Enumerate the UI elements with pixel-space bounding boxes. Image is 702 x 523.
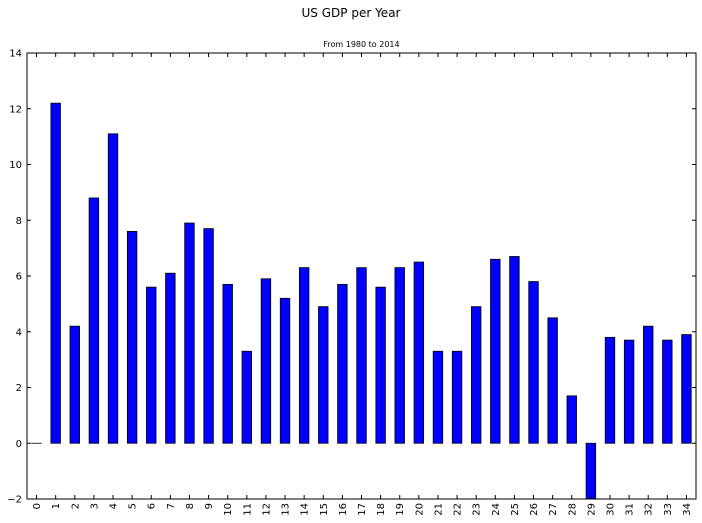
bar-25 xyxy=(509,256,520,444)
x-tick-label: 22 xyxy=(453,503,464,516)
bar-6 xyxy=(146,286,157,444)
x-tick-label: 20 xyxy=(414,503,425,516)
x-tick-label: 13 xyxy=(281,503,292,516)
bar-4 xyxy=(107,133,119,444)
y-tick-label: 10 xyxy=(9,160,22,171)
bar-2 xyxy=(69,325,80,444)
bar-12 xyxy=(260,278,272,444)
x-tick-label: 25 xyxy=(510,503,521,516)
x-tick-label: 8 xyxy=(185,503,196,509)
x-tick-label: 30 xyxy=(605,503,616,516)
bar-8 xyxy=(184,222,195,444)
bar-11 xyxy=(241,350,252,444)
x-tick-label: 18 xyxy=(376,503,387,516)
x-tick-label: 1 xyxy=(51,503,62,509)
bar-1 xyxy=(50,102,61,444)
x-tick-label: 2 xyxy=(70,503,81,509)
bar-26 xyxy=(528,281,539,444)
bar-10 xyxy=(222,283,233,444)
bar-33 xyxy=(662,339,673,444)
bar-30 xyxy=(604,336,616,444)
y-tick-label: 8 xyxy=(16,216,22,227)
bar-21 xyxy=(432,350,444,444)
bar-28 xyxy=(566,395,577,444)
x-tick-label: 11 xyxy=(242,503,253,516)
bar-32 xyxy=(643,325,654,444)
y-tick-label: 6 xyxy=(16,272,22,283)
x-tick-label: 5 xyxy=(128,503,139,509)
x-tick-label: 27 xyxy=(548,503,559,516)
bar-18 xyxy=(375,286,386,444)
x-tick-label: 19 xyxy=(395,503,406,516)
x-tick-label: 10 xyxy=(223,503,234,516)
bar-29 xyxy=(585,442,597,500)
chart-subtitle: From 1980 to 2014 xyxy=(323,40,399,49)
bar-34 xyxy=(681,334,692,444)
y-tick-label: 2 xyxy=(16,383,22,394)
y-tick-label: 0 xyxy=(16,439,22,450)
y-tick-label: −2 xyxy=(7,495,22,506)
plot-frame xyxy=(26,52,697,500)
bar-7 xyxy=(165,272,176,444)
bar-9 xyxy=(203,228,214,444)
bar-15 xyxy=(318,306,329,444)
x-tick-label: 34 xyxy=(682,503,693,516)
x-tick-label: 4 xyxy=(109,503,120,509)
x-tick-label: 6 xyxy=(147,503,158,509)
x-tick-label: 23 xyxy=(472,503,483,516)
bar-22 xyxy=(451,350,463,444)
y-tick-label: 12 xyxy=(9,104,22,115)
x-tick-label: 14 xyxy=(300,503,311,516)
y-tick-label: 14 xyxy=(9,49,22,60)
bar-23 xyxy=(471,306,482,444)
x-tick-label: 32 xyxy=(644,503,655,516)
x-tick-label: 26 xyxy=(529,503,540,516)
chart-title: US GDP per Year xyxy=(302,6,401,20)
bar-13 xyxy=(279,297,291,444)
bar-31 xyxy=(623,339,635,444)
bar-17 xyxy=(356,267,367,444)
x-tick-label: 33 xyxy=(663,503,674,516)
bar-20 xyxy=(413,261,425,444)
x-tick-label: 21 xyxy=(433,503,444,516)
x-tick-label: 17 xyxy=(357,503,368,516)
bar-24 xyxy=(490,258,501,444)
x-tick-label: 7 xyxy=(166,503,177,509)
x-tick-label: 29 xyxy=(586,503,597,516)
bar-27 xyxy=(547,317,558,444)
x-axis: 0 1 2 3 4 5 6 7 8 9 10 11 12 13 14 15 16 17 18 19 20 21 22 23 24… xyxy=(32,53,693,516)
x-tick-label: 15 xyxy=(319,503,330,516)
x-tick-label: 3 xyxy=(89,503,100,509)
x-tick-label: 24 xyxy=(491,503,502,516)
x-tick-label: 16 xyxy=(338,503,349,516)
bar-14 xyxy=(298,267,310,444)
x-tick-label: 28 xyxy=(567,503,578,516)
x-tick-label: 9 xyxy=(204,503,215,509)
x-tick-label: 31 xyxy=(625,503,636,516)
bar-series xyxy=(31,102,692,500)
y-tick-label: 4 xyxy=(16,327,22,338)
bar-5 xyxy=(126,230,138,444)
bar-16 xyxy=(337,283,348,444)
bar-3 xyxy=(88,197,100,444)
bar-19 xyxy=(394,267,405,444)
x-tick-label: 12 xyxy=(261,503,272,516)
x-tick-label: 0 xyxy=(32,503,43,509)
